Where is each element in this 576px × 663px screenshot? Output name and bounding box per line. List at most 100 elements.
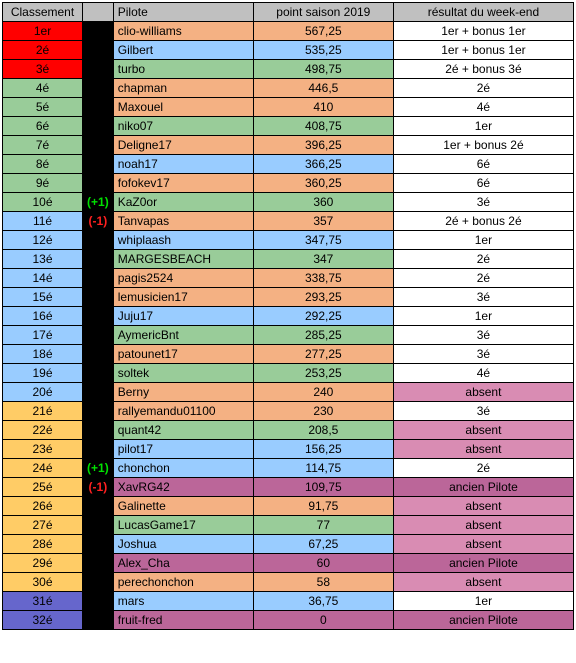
delta-cell	[83, 41, 114, 60]
points-cell: 292,25	[253, 307, 393, 326]
table-row: 25é(-1)XavRG42109,75ancien Pilote	[3, 478, 574, 497]
points-cell: 208,5	[253, 421, 393, 440]
table-row: 5éMaxouel4104é	[3, 98, 574, 117]
result-cell: 6é	[393, 174, 573, 193]
pilot-cell: Berny	[113, 383, 253, 402]
pilot-cell: chonchon	[113, 459, 253, 478]
table-row: 16éJuju17292,251er	[3, 307, 574, 326]
points-cell: 36,75	[253, 592, 393, 611]
rank-cell: 4é	[3, 79, 83, 98]
pilot-cell: MARGESBEACH	[113, 250, 253, 269]
table-row: 17éAymericBnt285,253é	[3, 326, 574, 345]
delta-cell	[83, 592, 114, 611]
points-cell: 366,25	[253, 155, 393, 174]
table-row: 15élemusicien17293,253é	[3, 288, 574, 307]
standings-table: Classement Pilote point saison 2019 résu…	[2, 2, 574, 630]
table-row: 9éfofokev17360,256é	[3, 174, 574, 193]
delta-cell	[83, 497, 114, 516]
delta-cell: (+1)	[83, 193, 114, 212]
rank-cell: 30é	[3, 573, 83, 592]
delta-cell	[83, 250, 114, 269]
pilot-cell: Gilbert	[113, 41, 253, 60]
table-row: 8énoah17366,256é	[3, 155, 574, 174]
header-row: Classement Pilote point saison 2019 résu…	[3, 3, 574, 22]
pilot-cell: Juju17	[113, 307, 253, 326]
table-row: 31émars36,751er	[3, 592, 574, 611]
rank-cell: 32é	[3, 611, 83, 630]
points-cell: 60	[253, 554, 393, 573]
rank-cell: 15é	[3, 288, 83, 307]
rank-cell: 1er	[3, 22, 83, 41]
rank-cell: 26é	[3, 497, 83, 516]
result-cell: 1er	[393, 231, 573, 250]
result-cell: absent	[393, 440, 573, 459]
rank-cell: 29é	[3, 554, 83, 573]
result-cell: 3é	[393, 402, 573, 421]
result-cell: absent	[393, 573, 573, 592]
table-row: 21érallyemandu011002303é	[3, 402, 574, 421]
result-cell: 1er + bonus 2é	[393, 136, 573, 155]
points-cell: 347	[253, 250, 393, 269]
rank-cell: 25é	[3, 478, 83, 497]
table-row: 28éJoshua67,25absent	[3, 535, 574, 554]
table-row: 11é(-1)Tanvapas3572é + bonus 2é	[3, 212, 574, 231]
result-cell: 2é	[393, 79, 573, 98]
header-delta	[83, 3, 114, 22]
delta-cell	[83, 440, 114, 459]
points-cell: 360,25	[253, 174, 393, 193]
rank-cell: 11é	[3, 212, 83, 231]
table-row: 18épatounet17277,253é	[3, 345, 574, 364]
points-cell: 156,25	[253, 440, 393, 459]
result-cell: 3é	[393, 288, 573, 307]
table-row: 7éDeligne17396,251er + bonus 2é	[3, 136, 574, 155]
points-cell: 446,5	[253, 79, 393, 98]
rank-cell: 22é	[3, 421, 83, 440]
result-cell: absent	[393, 383, 573, 402]
delta-cell: (-1)	[83, 478, 114, 497]
pilot-cell: Maxouel	[113, 98, 253, 117]
points-cell: 253,25	[253, 364, 393, 383]
pilot-cell: soltek	[113, 364, 253, 383]
points-cell: 535,25	[253, 41, 393, 60]
points-cell: 230	[253, 402, 393, 421]
header-rank: Classement	[3, 3, 83, 22]
result-cell: absent	[393, 421, 573, 440]
table-row: 29éAlex_Cha60ancien Pilote	[3, 554, 574, 573]
table-row: 30éperechonchon58absent	[3, 573, 574, 592]
rank-cell: 9é	[3, 174, 83, 193]
result-cell: 1er	[393, 117, 573, 136]
result-cell: ancien Pilote	[393, 554, 573, 573]
result-cell: 1er	[393, 307, 573, 326]
points-cell: 109,75	[253, 478, 393, 497]
pilot-cell: lemusicien17	[113, 288, 253, 307]
table-row: 14épagis2524338,752é	[3, 269, 574, 288]
table-row: 12éwhiplaash347,751er	[3, 231, 574, 250]
delta-cell	[83, 611, 114, 630]
delta-cell	[83, 364, 114, 383]
delta-cell	[83, 117, 114, 136]
rank-cell: 8é	[3, 155, 83, 174]
delta-cell	[83, 136, 114, 155]
result-cell: absent	[393, 516, 573, 535]
table-row: 32éfruit-fred0ancien Pilote	[3, 611, 574, 630]
rank-cell: 10é	[3, 193, 83, 212]
rank-cell: 19é	[3, 364, 83, 383]
result-cell: 1er + bonus 1er	[393, 41, 573, 60]
delta-cell	[83, 269, 114, 288]
delta-cell	[83, 535, 114, 554]
rank-cell: 31é	[3, 592, 83, 611]
pilot-cell: rallyemandu01100	[113, 402, 253, 421]
result-cell: absent	[393, 497, 573, 516]
result-cell: 4é	[393, 364, 573, 383]
pilot-cell: fruit-fred	[113, 611, 253, 630]
delta-cell	[83, 383, 114, 402]
table-row: 3éturbo498,752é + bonus 3é	[3, 60, 574, 79]
rank-cell: 14é	[3, 269, 83, 288]
rank-cell: 13é	[3, 250, 83, 269]
table-row: 27éLucasGame1777absent	[3, 516, 574, 535]
pilot-cell: Joshua	[113, 535, 253, 554]
rank-cell: 27é	[3, 516, 83, 535]
points-cell: 240	[253, 383, 393, 402]
result-cell: ancien Pilote	[393, 478, 573, 497]
result-cell: absent	[393, 535, 573, 554]
